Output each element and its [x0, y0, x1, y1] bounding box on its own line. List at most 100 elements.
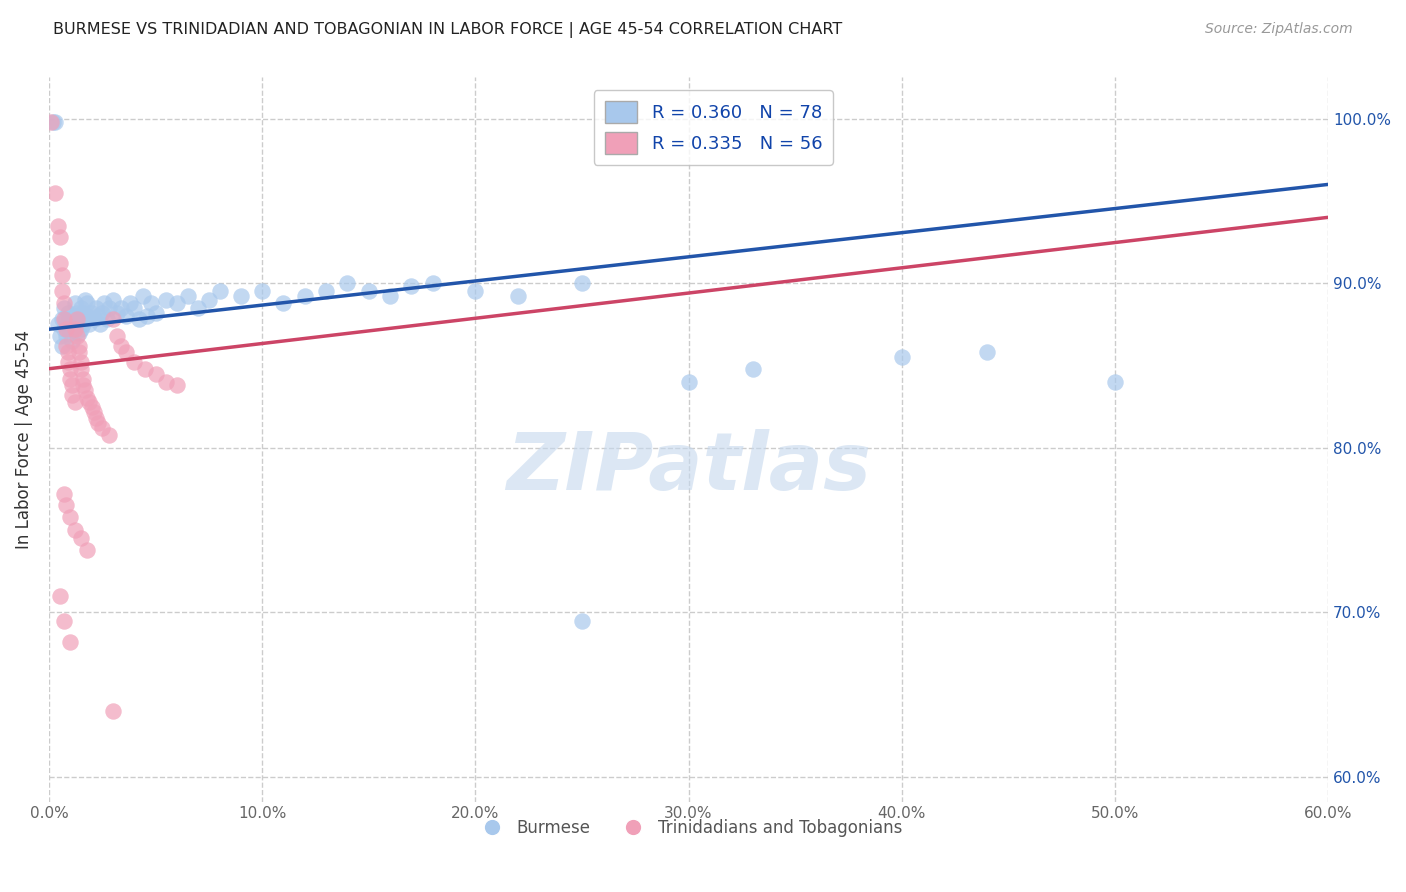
Point [55, 339, 77, 353]
Y-axis label: In Labor Force | Age 45-54: In Labor Force | Age 45-54 [15, 330, 32, 549]
Point [59, 361, 82, 376]
Point [101, 312, 124, 326]
Point [46, 318, 69, 332]
Point [56, 355, 79, 369]
Point [97, 301, 120, 315]
Point [67, 339, 90, 353]
Point [114, 345, 136, 359]
Point [63, 309, 86, 323]
Point [55, 322, 77, 336]
Point [76, 296, 98, 310]
Point [134, 361, 156, 376]
Point [52, 296, 75, 310]
Text: Source: ZipAtlas.com: Source: ZipAtlas.com [1205, 22, 1353, 37]
Point [39, 115, 62, 129]
Point [110, 339, 132, 353]
Point [76, 309, 98, 323]
Point [63, 394, 86, 409]
Point [59, 312, 82, 326]
Point [72, 378, 94, 392]
Point [48, 230, 70, 244]
Point [70, 531, 93, 545]
Point [52, 487, 75, 501]
Point [72, 318, 94, 332]
Point [114, 309, 136, 323]
Point [155, 375, 177, 389]
Point [464, 285, 486, 299]
Point [66, 318, 89, 332]
Point [187, 301, 209, 315]
Point [208, 285, 231, 299]
Point [145, 306, 167, 320]
Point [55, 499, 77, 513]
Point [80, 306, 103, 320]
Point [55, 312, 77, 326]
Point [70, 322, 93, 336]
Point [80, 400, 103, 414]
Point [79, 394, 101, 409]
Point [176, 289, 198, 303]
Point [67, 326, 90, 340]
Point [401, 279, 423, 293]
Point [62, 378, 84, 392]
Point [250, 285, 273, 299]
Point [63, 322, 86, 336]
Point [46, 219, 69, 233]
Point [70, 301, 93, 315]
Point [72, 306, 94, 320]
Point [44, 186, 66, 200]
Point [83, 404, 105, 418]
Point [75, 293, 97, 307]
Point [122, 355, 145, 369]
Point [166, 378, 188, 392]
Point [105, 306, 128, 320]
Point [48, 328, 70, 343]
Point [52, 322, 75, 336]
Point [56, 318, 79, 332]
Point [72, 371, 94, 385]
Point [93, 296, 115, 310]
Point [145, 367, 167, 381]
Point [84, 411, 107, 425]
Point [132, 289, 155, 303]
Point [890, 350, 912, 364]
Point [141, 296, 163, 310]
Point [62, 334, 84, 348]
Point [66, 306, 89, 320]
Point [105, 328, 128, 343]
Point [678, 375, 700, 389]
Point [101, 704, 124, 718]
Point [91, 306, 114, 320]
Point [51, 339, 73, 353]
Point [336, 276, 359, 290]
Point [59, 509, 82, 524]
Point [571, 276, 593, 290]
Point [79, 318, 101, 332]
Point [97, 427, 120, 442]
Point [741, 361, 763, 376]
Point [976, 345, 998, 359]
Point [378, 289, 401, 303]
Point [62, 322, 84, 336]
Text: ZIPatlas: ZIPatlas [506, 429, 872, 508]
Point [118, 296, 141, 310]
Point [87, 309, 110, 323]
Point [87, 416, 110, 430]
Point [91, 421, 114, 435]
Point [273, 296, 295, 310]
Point [122, 301, 145, 315]
Point [101, 293, 124, 307]
Point [422, 276, 444, 290]
Point [48, 256, 70, 270]
Point [51, 268, 73, 282]
Point [59, 635, 82, 649]
Point [96, 312, 118, 326]
Point [110, 301, 132, 315]
Point [166, 296, 188, 310]
Point [62, 388, 84, 402]
Point [63, 523, 86, 537]
Point [67, 312, 90, 326]
Point [1104, 375, 1126, 389]
Legend: Burmese, Trinidadians and Tobagonians: Burmese, Trinidadians and Tobagonians [468, 813, 908, 844]
Point [357, 285, 380, 299]
